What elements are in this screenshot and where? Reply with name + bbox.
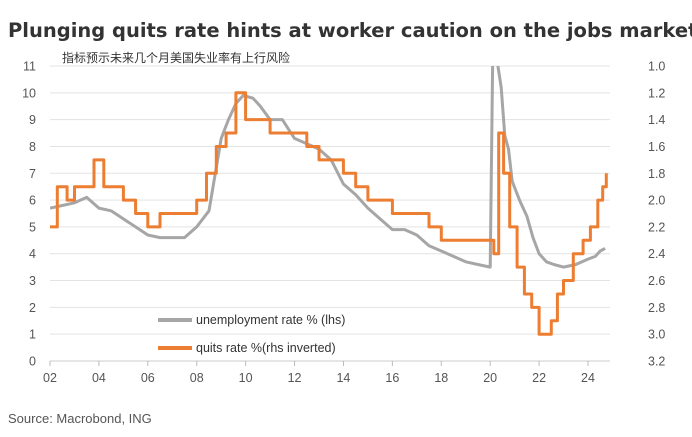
x-tick-08: 08 <box>190 371 204 385</box>
y-left-tick-7: 7 <box>29 167 36 181</box>
y-left-tick-6: 6 <box>29 194 36 208</box>
legend-label-quits: quits rate %(rhs inverted) <box>196 341 336 355</box>
y-right-tick-2.6: 2.6 <box>648 274 665 288</box>
gridlines <box>50 65 610 362</box>
legend-label-unemployment: unemployment rate % (lhs) <box>196 313 345 327</box>
y-right-tick-1.0: 1.0 <box>648 60 665 74</box>
x-tick-06: 06 <box>141 371 155 385</box>
y-right-tick-1.4: 1.4 <box>648 113 665 127</box>
legend: unemployment rate % (lhs) quits rate %(r… <box>158 313 345 355</box>
y-left-tick-5: 5 <box>29 220 36 234</box>
y-left-tick-8: 8 <box>29 140 36 154</box>
x-axis-ticks: 02 04 06 08 10 12 14 16 18 20 22 24 <box>43 361 595 385</box>
y-right-tick-2.4: 2.4 <box>648 247 665 261</box>
chart-title: Plunging quits rate hints at worker caut… <box>8 19 692 42</box>
y-left-tick-1: 1 <box>29 328 36 342</box>
y-left-tick-3: 3 <box>29 274 36 288</box>
x-tick-24: 24 <box>581 371 595 385</box>
y-left-tick-11: 11 <box>23 60 36 74</box>
y-right-tick-1.6: 1.6 <box>648 140 665 154</box>
x-tick-16: 16 <box>385 371 399 385</box>
chart-subtitle: 指标预示未来几个月美国失业率有上行风险 <box>62 50 290 65</box>
y-left-tick-0: 0 <box>29 355 36 369</box>
x-tick-20: 20 <box>483 371 497 385</box>
quits-rate-line <box>50 91 608 336</box>
y-right-tick-1.2: 1.2 <box>648 86 665 100</box>
series-lines <box>50 66 608 336</box>
left-axis-ticks: 0 1 2 3 4 5 6 7 8 9 10 11 <box>22 60 36 369</box>
y-right-tick-3.0: 3.0 <box>648 328 665 342</box>
x-tick-18: 18 <box>434 371 448 385</box>
y-right-tick-1.8: 1.8 <box>648 167 665 181</box>
y-right-tick-2.0: 2.0 <box>648 194 665 208</box>
x-tick-02: 02 <box>43 371 57 385</box>
y-left-tick-9: 9 <box>29 113 36 127</box>
y-left-tick-2: 2 <box>29 301 36 315</box>
right-axis-ticks: 3.2 3.0 2.8 2.6 2.4 2.2 2.0 1.8 1.6 1.4 1.2 1.0 <box>648 60 665 369</box>
unemployment-rate-line <box>50 66 606 269</box>
x-tick-04: 04 <box>92 371 106 385</box>
x-tick-10: 10 <box>239 371 253 385</box>
y-right-tick-2.2: 2.2 <box>648 220 665 234</box>
x-tick-12: 12 <box>288 371 302 385</box>
x-tick-22: 22 <box>532 371 546 385</box>
x-tick-14: 14 <box>336 371 350 385</box>
source-note: Source: Macrobond, ING <box>8 411 152 426</box>
y-left-tick-10: 10 <box>22 86 36 100</box>
y-right-tick-2.8: 2.8 <box>648 301 665 315</box>
y-right-tick-3.2: 3.2 <box>648 355 665 369</box>
y-left-tick-4: 4 <box>29 247 36 261</box>
